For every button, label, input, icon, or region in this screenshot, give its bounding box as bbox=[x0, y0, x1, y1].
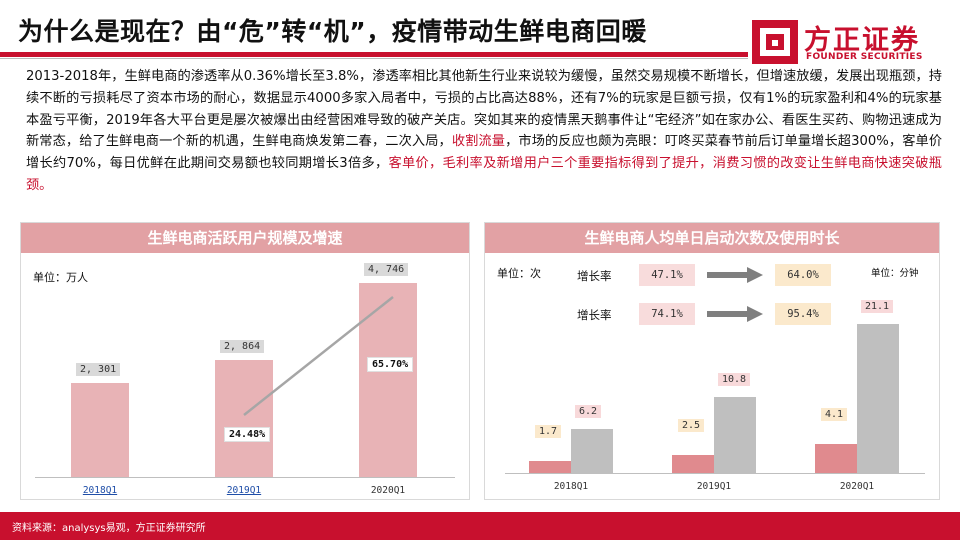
bar-active-users bbox=[215, 360, 273, 477]
growth-label: 65.70% bbox=[367, 357, 414, 372]
body-highlight-2: 客单价，毛利率及新增用户三个重要指标得到了提升，消费习惯的改变让生鲜电商快速突破… bbox=[26, 156, 942, 193]
bar-usage-minutes bbox=[857, 323, 899, 473]
usage-value-label: 21.1 bbox=[861, 299, 894, 313]
x-tick-label: 2020Q1 bbox=[370, 485, 406, 496]
bar-value-label: 4, 746 bbox=[364, 263, 409, 277]
growth-trend-line bbox=[243, 296, 394, 416]
company-logo: 方正证券 FOUNDER SECURITIES bbox=[752, 18, 952, 66]
x-axis bbox=[35, 477, 455, 478]
arrow-right-icon bbox=[707, 306, 763, 322]
bar-usage-minutes bbox=[571, 429, 613, 473]
x-tick-label: 2018Q1 bbox=[82, 485, 118, 496]
active-users-chart-panel: 生鲜电商活跃用户规模及增速 单位：万人 2, 301 2018Q1 2, 864 20… bbox=[20, 222, 470, 500]
x-tick-label: 2019Q1 bbox=[226, 485, 262, 496]
x-tick-label: 2019Q1 bbox=[696, 481, 732, 492]
bar-launch-count bbox=[672, 455, 714, 473]
growth-row-2-to: 95.4% bbox=[775, 303, 831, 325]
x-tick-label: 2020Q1 bbox=[839, 481, 875, 492]
body-text-part-1: 2013-2018年，生鲜电商的渗透率从0.36%增长至3.8%，渗透率相比其他… bbox=[26, 69, 942, 150]
title-rule-grey bbox=[0, 58, 748, 59]
right-panel-title: 生鲜电商人均单日启动次数及使用时长 bbox=[485, 223, 939, 253]
usage-value-label: 10.8 bbox=[718, 372, 751, 386]
body-paragraph: 2013-2018年，生鲜电商的渗透率从0.36%增长至3.8%，渗透率相比其他… bbox=[26, 66, 942, 197]
body-highlight-1: 收割流量 bbox=[451, 134, 506, 150]
founder-logo-icon bbox=[752, 20, 798, 64]
usage-chart-panel: 生鲜电商人均单日启动次数及使用时长 单位：次 单位：分钟 增长率 47.1% 6… bbox=[484, 222, 940, 500]
logo-text-en: FOUNDER SECURITIES bbox=[806, 52, 923, 62]
bar-value-label: 2, 864 bbox=[220, 340, 265, 354]
page-title: 为什么是现在？由“危”转“机”，疫情带动生鲜电商回暖 bbox=[18, 17, 647, 46]
growth-line-segment bbox=[243, 296, 394, 416]
left-panel-title: 生鲜电商活跃用户规模及增速 bbox=[21, 223, 469, 253]
x-tick-label: 2018Q1 bbox=[553, 481, 589, 492]
source-note: 资料来源：analysys易观，方正证券研究所 bbox=[12, 523, 206, 534]
right-unit-left: 单位：次 bbox=[497, 267, 541, 280]
body-text-part-2: ，市场的反应也颇为亮眼：叮咚买菜春节前后订单量增长超300%，客单价增长约70%… bbox=[26, 134, 943, 172]
growth-row-2-label: 增长率 bbox=[577, 308, 612, 322]
growth-label: 24.48% bbox=[224, 427, 271, 442]
growth-row-1-from: 47.1% bbox=[639, 264, 695, 286]
usage-value-label: 6.2 bbox=[575, 405, 602, 419]
bar-active-users bbox=[71, 383, 129, 477]
title-rule bbox=[0, 52, 748, 57]
bar-launch-count bbox=[815, 443, 857, 473]
bar-usage-minutes bbox=[714, 396, 756, 473]
growth-row-2-from: 74.1% bbox=[639, 303, 695, 325]
left-unit-label: 单位：万人 bbox=[33, 271, 88, 284]
launch-value-label: 1.7 bbox=[535, 424, 562, 438]
growth-row-1-label: 增长率 bbox=[577, 269, 612, 283]
right-unit-right: 单位：分钟 bbox=[871, 268, 919, 279]
logo-text-cn: 方正证券 bbox=[804, 25, 920, 56]
arrow-right-icon bbox=[707, 267, 763, 283]
launch-value-label: 4.1 bbox=[821, 407, 848, 421]
launch-value-label: 2.5 bbox=[678, 419, 705, 433]
footer-bar: 资料来源：analysys易观，方正证券研究所 bbox=[0, 512, 960, 540]
bar-launch-count bbox=[529, 460, 571, 473]
bar-value-label: 2, 301 bbox=[76, 363, 121, 377]
x-axis bbox=[505, 473, 925, 474]
growth-row-1-to: 64.0% bbox=[775, 264, 831, 286]
